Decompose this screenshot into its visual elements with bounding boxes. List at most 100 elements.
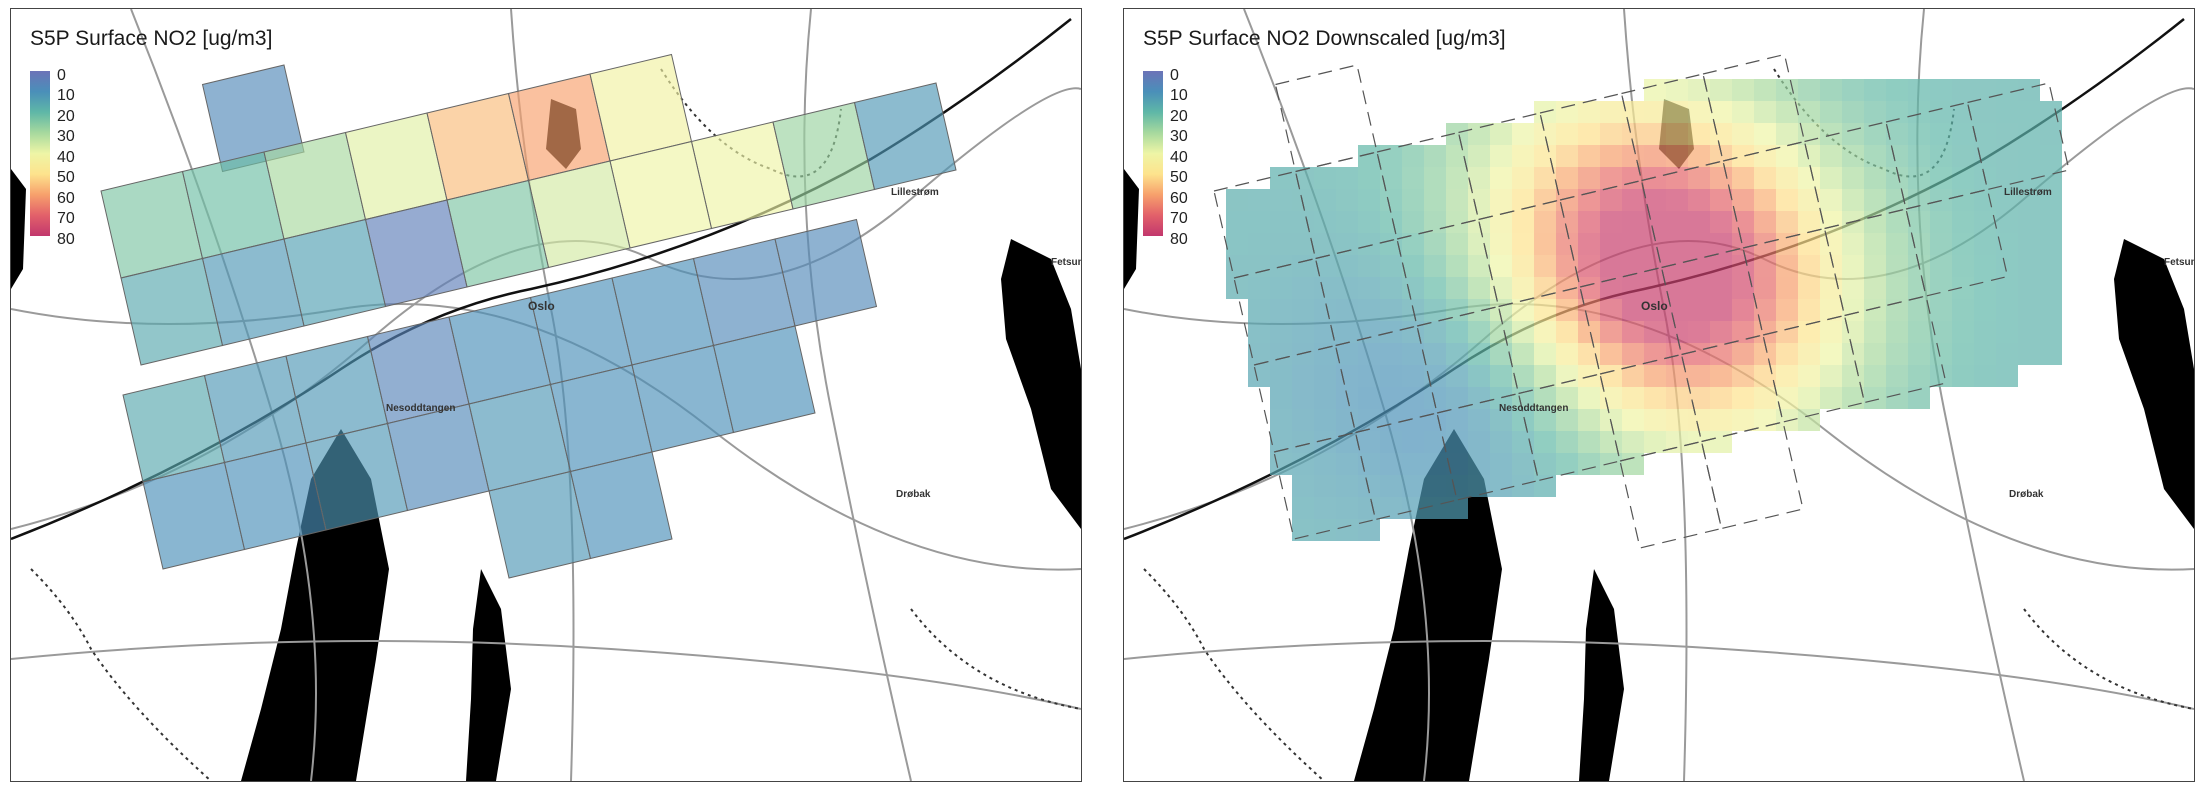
downscaled-pixel bbox=[1666, 145, 1688, 167]
downscaled-pixel bbox=[1732, 101, 1754, 123]
downscaled-pixel bbox=[1820, 387, 1842, 409]
fjord-middle bbox=[466, 569, 511, 781]
downscaled-pixel bbox=[1534, 343, 1556, 365]
downscaled-pixel bbox=[1556, 343, 1578, 365]
downscaled-pixel bbox=[1490, 453, 1512, 475]
downscaled-pixel bbox=[1754, 79, 1776, 101]
downscaled-pixel bbox=[1710, 431, 1732, 453]
downscaled-pixel bbox=[1886, 167, 1908, 189]
downscaled-pixel bbox=[1468, 365, 1490, 387]
place-label-fetsund: Fetsund bbox=[1051, 257, 1081, 268]
downscaled-pixel bbox=[1644, 145, 1666, 167]
grid-cell-outline bbox=[1966, 82, 2070, 191]
downscaled-pixel bbox=[1820, 79, 1842, 101]
downscaled-pixel bbox=[1644, 211, 1666, 233]
downscaled-pixel bbox=[1336, 497, 1358, 519]
downscaled-pixel bbox=[1974, 123, 1996, 145]
downscaled-pixel bbox=[1556, 233, 1578, 255]
downscaled-pixel bbox=[1600, 211, 1622, 233]
no2-grid-cell bbox=[120, 257, 224, 366]
downscaled-pixel bbox=[2040, 343, 2062, 365]
grid-cell-outline bbox=[1294, 151, 1398, 260]
downscaled-pixel bbox=[1336, 167, 1358, 189]
downscaled-pixel bbox=[1776, 409, 1798, 431]
downscaled-pixel bbox=[1490, 365, 1512, 387]
downscaled-pixel bbox=[1446, 409, 1468, 431]
downscaled-pixel bbox=[1886, 343, 1908, 365]
downscaled-pixel bbox=[2040, 255, 2062, 277]
downscaled-pixel bbox=[1534, 211, 1556, 233]
downscaled-pixel bbox=[1930, 299, 1952, 321]
downscaled-pixel bbox=[2040, 189, 2062, 211]
downscaled-pixel bbox=[1534, 255, 1556, 277]
downscaled-pixel bbox=[1930, 277, 1952, 299]
downscaled-pixel bbox=[1314, 475, 1336, 497]
downscaled-pixel bbox=[1732, 255, 1754, 277]
downscaled-pixel bbox=[1688, 299, 1710, 321]
downscaled-pixel bbox=[2018, 101, 2040, 123]
downscaled-pixel bbox=[1270, 409, 1292, 431]
downscaled-pixel bbox=[1600, 431, 1622, 453]
downscaled-pixel bbox=[1930, 255, 1952, 277]
downscaled-pixel bbox=[1402, 409, 1424, 431]
downscaled-pixel bbox=[1556, 211, 1578, 233]
colorbar-tick: 30 bbox=[57, 128, 75, 145]
downscaled-pixel bbox=[1666, 79, 1688, 101]
downscaled-pixel bbox=[1842, 321, 1864, 343]
downscaled-pixel bbox=[1622, 189, 1644, 211]
downscaled-pixel bbox=[1798, 387, 1820, 409]
downscaled-pixel bbox=[1248, 321, 1270, 343]
colorbar-tick: 20 bbox=[1170, 108, 1188, 125]
downscaled-pixel bbox=[1468, 343, 1490, 365]
downscaled-pixel bbox=[1996, 101, 2018, 123]
downscaled-pixel bbox=[1402, 145, 1424, 167]
downscaled-pixel bbox=[1556, 365, 1578, 387]
grid-cell-outline bbox=[1702, 53, 1806, 162]
downscaled-pixel bbox=[1358, 387, 1380, 409]
downscaled-pixel bbox=[1886, 79, 1908, 101]
downscaled-pixel bbox=[1578, 321, 1600, 343]
downscaled-pixel bbox=[1886, 189, 1908, 211]
downscaled-pixel bbox=[1600, 233, 1622, 255]
downscaled-pixel bbox=[1864, 321, 1886, 343]
downscaled-pixel bbox=[1908, 299, 1930, 321]
downscaled-pixel bbox=[1622, 255, 1644, 277]
downscaled-pixel bbox=[1490, 387, 1512, 409]
downscaled-pixel bbox=[1776, 277, 1798, 299]
downscaled-pixel bbox=[1424, 387, 1446, 409]
downscaled-pixel bbox=[1468, 145, 1490, 167]
downscaled-pixel bbox=[1600, 101, 1622, 123]
downscaled-pixel bbox=[1952, 321, 1974, 343]
basemap bbox=[1124, 9, 2194, 781]
lake-west bbox=[1124, 169, 1139, 289]
downscaled-pixel bbox=[1578, 123, 1600, 145]
downscaled-pixel bbox=[1600, 167, 1622, 189]
downscaled-pixel bbox=[1556, 299, 1578, 321]
downscaled-pixel bbox=[1446, 145, 1468, 167]
downscaled-pixel bbox=[1930, 167, 1952, 189]
downscaled-pixel bbox=[1666, 233, 1688, 255]
downscaled-pixel bbox=[1842, 145, 1864, 167]
downscaled-pixel bbox=[1864, 145, 1886, 167]
colorbar-tick: 50 bbox=[1170, 169, 1188, 186]
downscaled-pixel bbox=[1424, 167, 1446, 189]
grid-cell-outline bbox=[1539, 92, 1643, 201]
downscaled-pixel bbox=[1336, 189, 1358, 211]
downscaled-pixel bbox=[1490, 167, 1512, 189]
downscaled-pixel bbox=[1688, 255, 1710, 277]
downscaled-pixel bbox=[1974, 365, 1996, 387]
downscaled-pixel bbox=[1798, 277, 1820, 299]
downscaled-pixel bbox=[1820, 365, 1842, 387]
downscaled-pixel bbox=[1754, 211, 1776, 233]
downscaled-pixel bbox=[1930, 79, 1952, 101]
downscaled-pixel bbox=[1248, 233, 1270, 255]
downscaled-pixel bbox=[1556, 277, 1578, 299]
downscaled-pixel bbox=[1490, 409, 1512, 431]
downscaled-pixel bbox=[1798, 101, 1820, 123]
downscaled-pixel bbox=[1424, 475, 1446, 497]
downscaled-pixel bbox=[1446, 343, 1468, 365]
downscaled-pixel bbox=[2018, 321, 2040, 343]
downscaled-pixel bbox=[1666, 189, 1688, 211]
downscaled-pixel bbox=[1380, 189, 1402, 211]
downscaled-pixel bbox=[1996, 211, 2018, 233]
